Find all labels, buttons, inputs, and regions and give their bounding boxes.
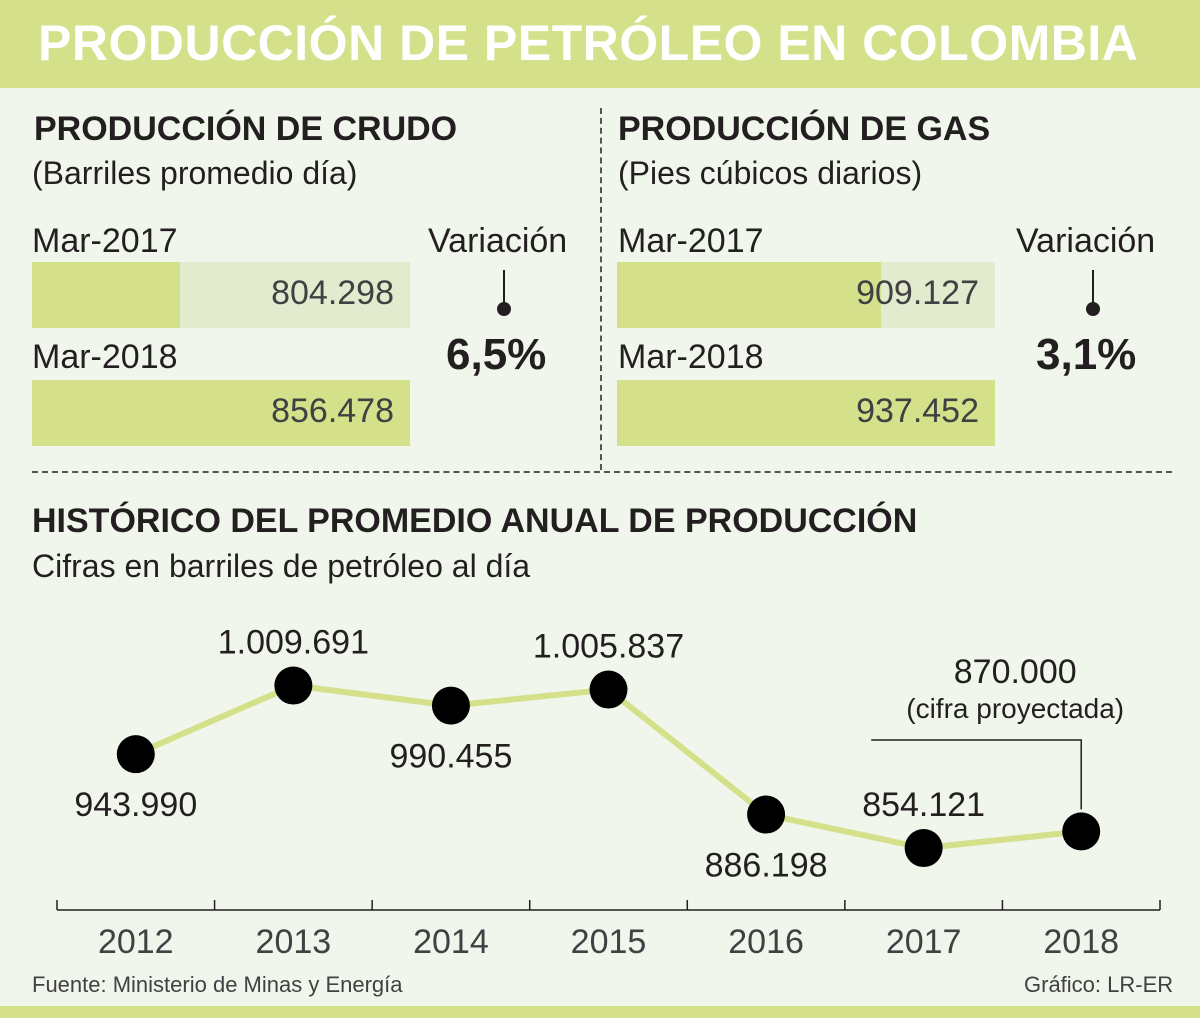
crudo-heading: PRODUCCIÓN DE CRUDO <box>34 110 458 148</box>
data-point-2016 <box>747 795 786 834</box>
historico-subtitle: Cifras en barriles de petróleo al día <box>32 548 531 584</box>
projection-leader-line <box>871 739 1082 810</box>
data-point-2018 <box>1062 812 1101 851</box>
data-label-2016: 886.198 <box>705 847 828 885</box>
gas-bar-fill-2018 <box>617 380 995 446</box>
data-label-2017: 854.121 <box>862 786 985 824</box>
gas-bar-label-2017: Mar-2017 <box>618 222 764 260</box>
crudo-bar-2018: 856.478 <box>32 380 410 446</box>
horizontal-divider <box>32 471 1172 473</box>
x-tick-label-2012: 2012 <box>98 923 174 961</box>
crudo-variation-stem <box>503 270 505 306</box>
data-label-2013: 1.009.691 <box>218 624 369 662</box>
title-banner: PRODUCCIÓN DE PETRÓLEO EN COLOMBIA <box>0 0 1200 88</box>
data-point-2017 <box>904 829 943 868</box>
x-tick-label-2014: 2014 <box>413 923 489 961</box>
crudo-subtitle: (Barriles promedio día) <box>32 155 358 191</box>
x-tick-label-2013: 2013 <box>256 923 332 961</box>
x-tick-label-2018: 2018 <box>1043 923 1119 961</box>
gas-bar-label-2018: Mar-2018 <box>618 338 764 376</box>
x-tick-label-2017: 2017 <box>886 923 962 961</box>
gas-bar-fill-2017 <box>617 262 881 328</box>
crudo-bar-fill-2018 <box>32 380 410 446</box>
crudo-bar-value-2017: 804.298 <box>271 274 394 312</box>
crudo-bar-label-2018: Mar-2018 <box>32 338 178 376</box>
data-point-2014 <box>431 686 470 725</box>
data-point-2013 <box>274 666 313 705</box>
crudo-variation-dot <box>497 302 511 316</box>
crudo-bar-value-2018: 856.478 <box>271 392 394 430</box>
crudo-variation-value: 6,5% <box>446 330 547 379</box>
x-tick-label-2015: 2015 <box>571 923 647 961</box>
vertical-divider <box>600 108 602 470</box>
gas-bar-value-2018: 937.452 <box>856 392 979 430</box>
data-point-2015 <box>589 670 628 709</box>
historico-heading: HISTÓRICO DEL PROMEDIO ANUAL DE PRODUCCI… <box>32 502 918 540</box>
page-title: PRODUCCIÓN DE PETRÓLEO EN COLOMBIA <box>38 15 1139 71</box>
gas-bar-2018: 937.452 <box>617 380 995 446</box>
gas-heading: PRODUCCIÓN DE GAS <box>618 110 991 148</box>
data-label-2015: 1.005.837 <box>533 628 684 666</box>
data-label-2014: 990.455 <box>389 738 512 776</box>
projection-note: (cifra proyectada) <box>906 693 1124 724</box>
gas-bar-2017: 909.127 <box>617 262 995 328</box>
gas-bar-value-2017: 909.127 <box>856 274 979 312</box>
gas-variation-label: Variación <box>1016 222 1156 260</box>
gas-variation-dot <box>1086 302 1100 316</box>
crudo-bar-fill-2017 <box>32 262 180 328</box>
data-point-2012 <box>116 735 155 774</box>
crudo-bar-2017: 804.298 <box>32 262 410 328</box>
data-label-2012: 943.990 <box>74 786 197 824</box>
source-note: Fuente: Ministerio de Minas y Energía <box>32 972 403 997</box>
gas-subtitle: (Pies cúbicos diarios) <box>618 155 923 191</box>
crudo-variation-label: Variación <box>428 222 568 260</box>
bottom-rule <box>0 1006 1200 1018</box>
data-label-2018: 870.000 <box>954 653 1077 691</box>
gas-variation-stem <box>1092 270 1094 306</box>
x-tick-label-2016: 2016 <box>728 923 804 961</box>
credit-note: Gráfico: LR-ER <box>1024 972 1174 997</box>
gas-variation-value: 3,1% <box>1036 330 1137 379</box>
crudo-bar-label-2017: Mar-2017 <box>32 222 178 260</box>
